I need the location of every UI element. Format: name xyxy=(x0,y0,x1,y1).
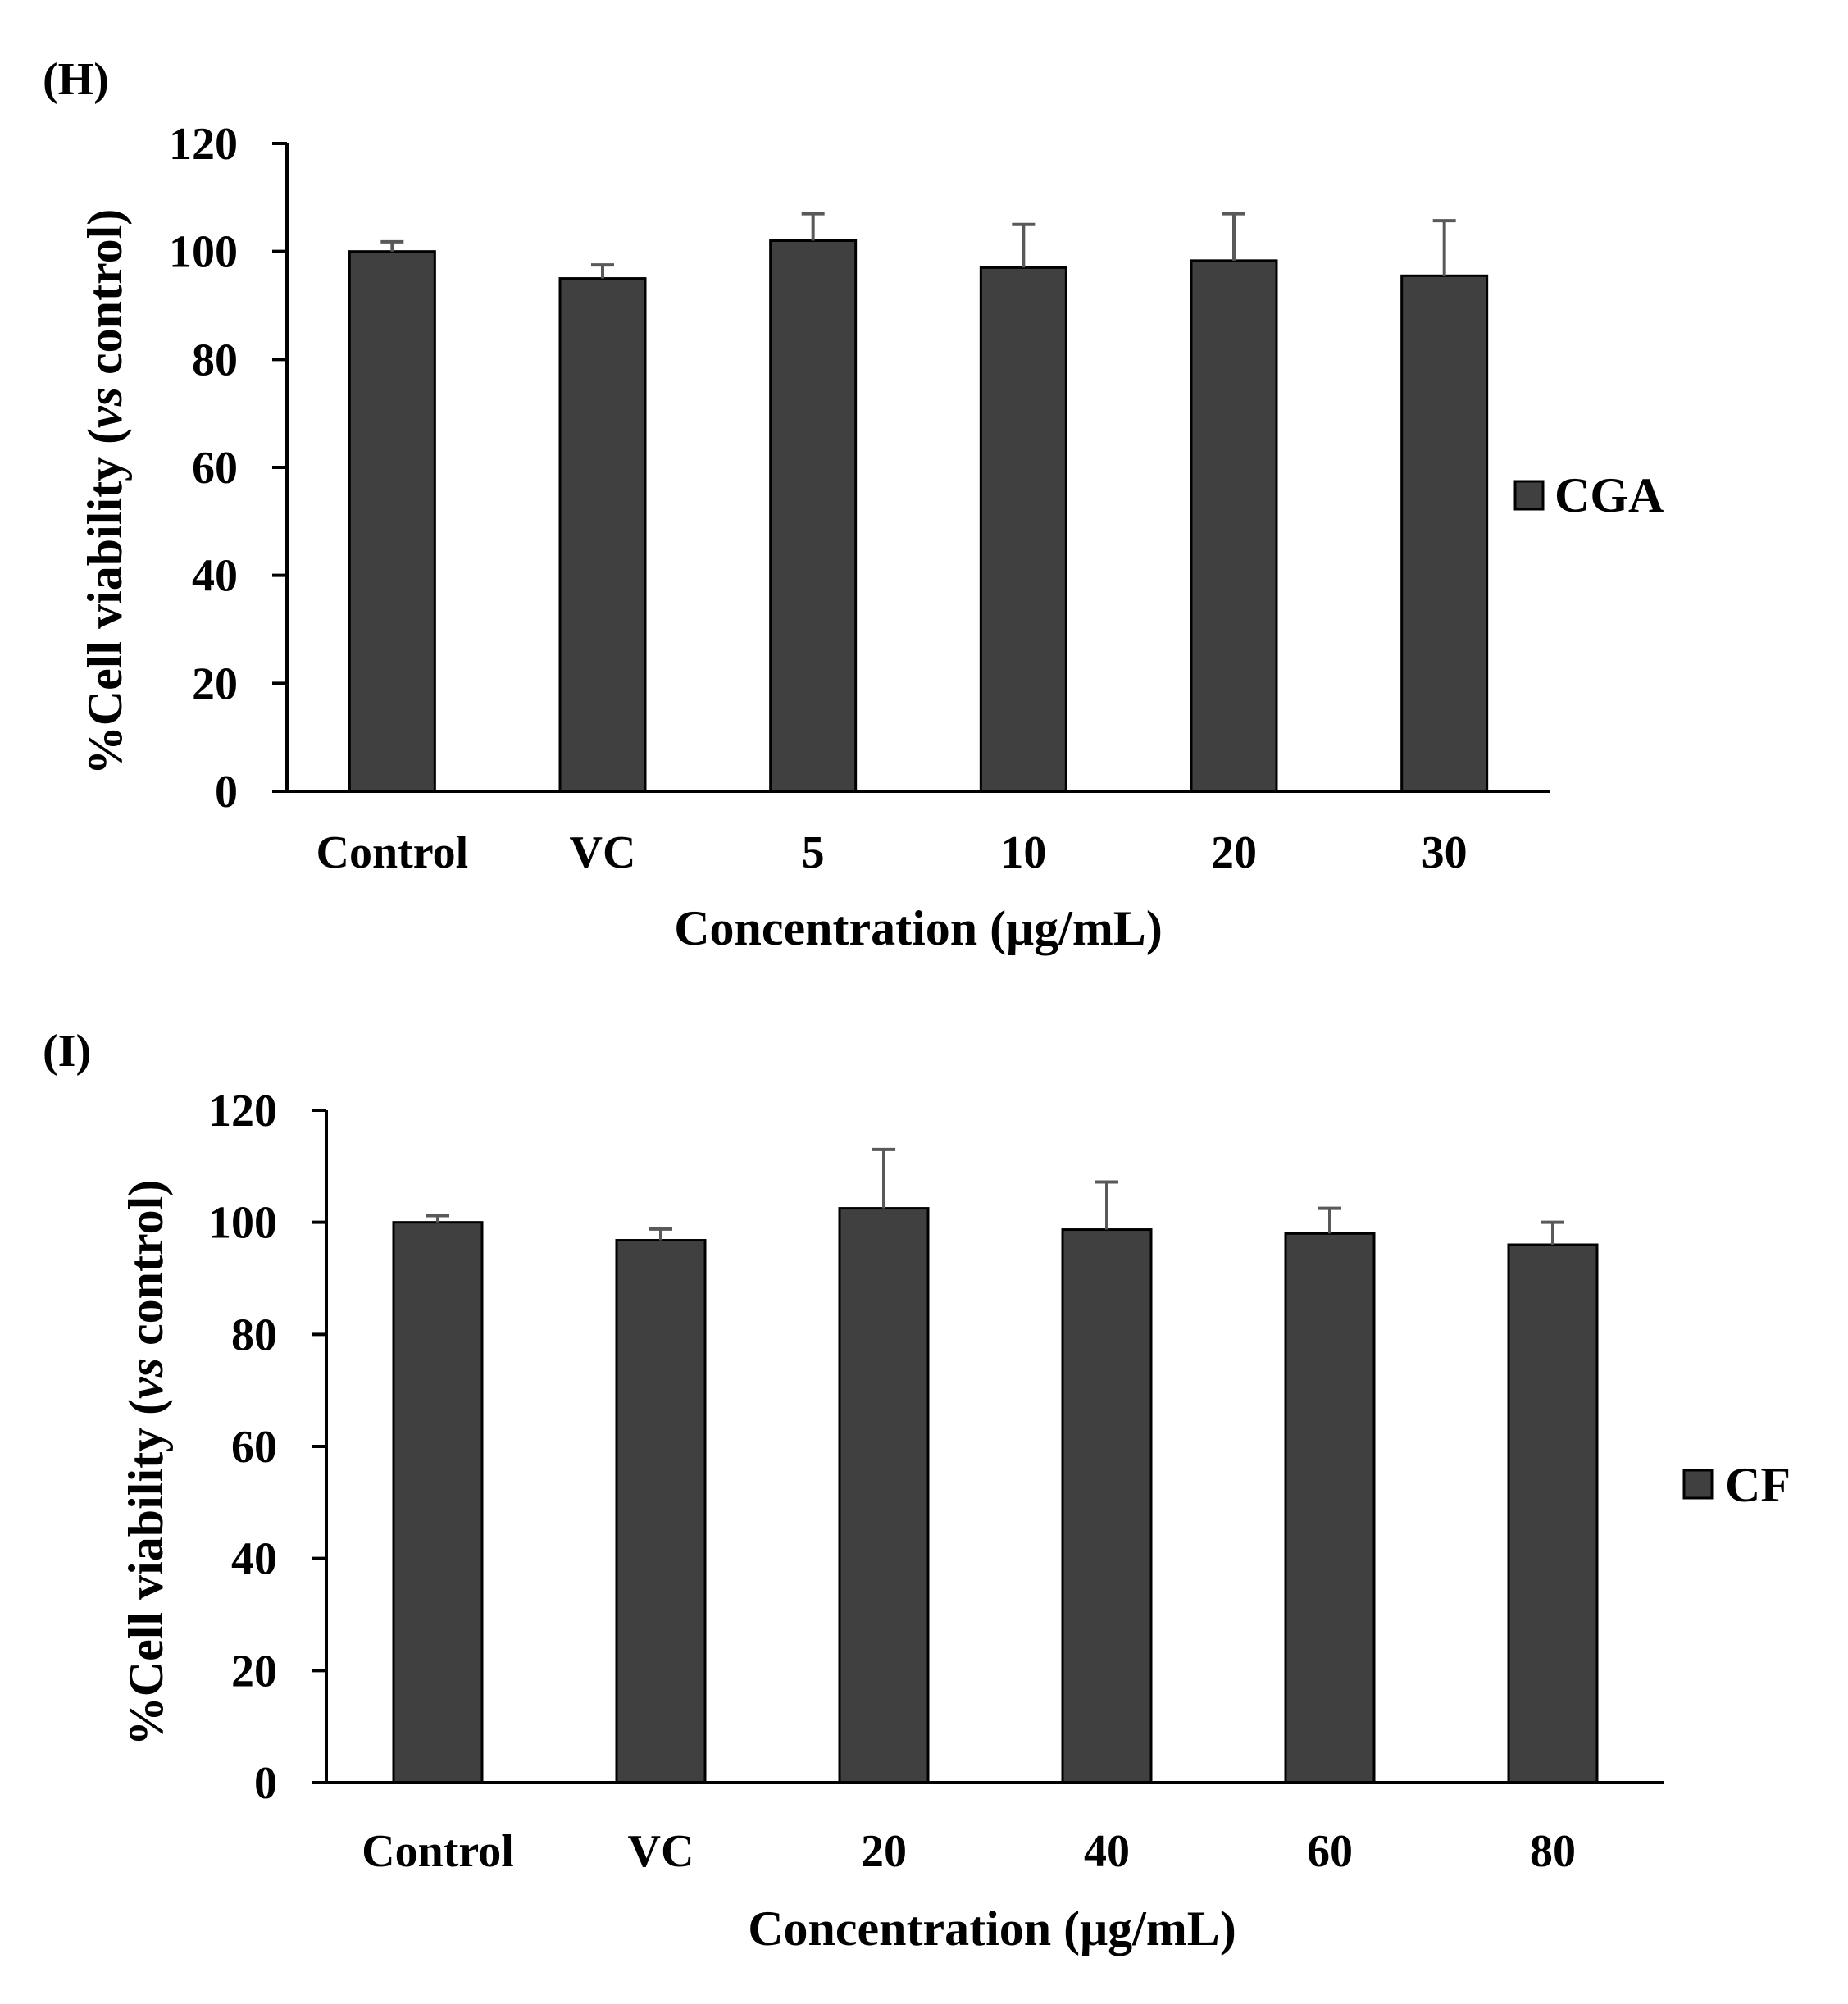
x-tick-label: Control xyxy=(362,1826,514,1877)
y-tick-label: 60 xyxy=(231,1422,277,1473)
y-axis-ticks: 0 20 40 60 80 100 120 xyxy=(169,119,287,818)
x-tick-label: Control xyxy=(316,827,469,878)
y-axis-ticks: 0 20 40 60 80 100 120 xyxy=(208,1086,326,1809)
legend-label: CGA xyxy=(1554,468,1664,522)
y-tick-label: 120 xyxy=(169,119,238,170)
y-tick-label: 120 xyxy=(208,1086,277,1136)
y-axis-title: %Cell viability (vs control) xyxy=(78,209,132,775)
panel-label: (I) xyxy=(43,1026,91,1077)
y-tick-label: 40 xyxy=(231,1534,277,1585)
x-tick-label: 80 xyxy=(1530,1826,1576,1877)
legend-label: CF xyxy=(1725,1458,1791,1512)
bar xyxy=(615,1239,707,1784)
x-axis-categories: Control VC 5 10 20 30 xyxy=(316,827,1468,878)
bar xyxy=(392,1221,484,1784)
x-axis-title: Concentration (μg/mL) xyxy=(674,901,1163,955)
x-tick-label: 5 xyxy=(802,827,825,878)
y-tick-label: 20 xyxy=(192,658,238,709)
panel-label: (H) xyxy=(43,54,109,105)
y-tick-label: 60 xyxy=(192,443,238,494)
y-tick-label: 0 xyxy=(215,767,238,818)
legend-swatch xyxy=(1682,1469,1714,1500)
bar xyxy=(769,239,858,793)
x-tick-label: 20 xyxy=(1211,827,1257,878)
x-tick-label: 40 xyxy=(1084,1826,1130,1877)
bar xyxy=(1284,1232,1376,1784)
error-bar-group xyxy=(380,212,1456,279)
x-tick-label: VC xyxy=(628,1826,694,1877)
chart-panel-h: (H) %Cell viability (vs control) Concent… xyxy=(43,54,1664,955)
bar xyxy=(348,250,436,793)
x-tick-label: 30 xyxy=(1422,827,1468,878)
y-tick-label: 80 xyxy=(192,335,238,385)
chart-panel-i: (I) %Cell viability (vs control) Concent… xyxy=(43,1026,1791,1956)
bar xyxy=(1061,1228,1153,1784)
bar-group xyxy=(392,1207,1599,1784)
bar xyxy=(979,266,1067,793)
error-bar-group xyxy=(426,1147,1564,1245)
bar xyxy=(1400,274,1489,793)
y-tick-label: 0 xyxy=(254,1758,277,1809)
x-tick-label: VC xyxy=(570,827,636,878)
bar xyxy=(838,1207,930,1784)
x-tick-label: 10 xyxy=(1000,827,1046,878)
y-tick-label: 20 xyxy=(231,1646,277,1697)
bar xyxy=(1190,259,1278,793)
bar xyxy=(558,277,647,793)
y-tick-label: 100 xyxy=(169,227,238,278)
y-tick-label: 80 xyxy=(231,1309,277,1360)
x-tick-label: 60 xyxy=(1307,1826,1353,1877)
legend-swatch xyxy=(1513,480,1545,511)
x-tick-label: 20 xyxy=(861,1826,907,1877)
bar xyxy=(1507,1243,1599,1784)
bar-group xyxy=(348,239,1489,793)
x-axis-categories: Control VC 20 40 60 80 xyxy=(362,1826,1576,1877)
y-tick-label: 100 xyxy=(208,1198,277,1249)
y-tick-label: 40 xyxy=(192,551,238,602)
x-axis-title: Concentration (μg/mL) xyxy=(748,1902,1236,1956)
y-axis-title: %Cell viability (vs control) xyxy=(119,1180,173,1746)
